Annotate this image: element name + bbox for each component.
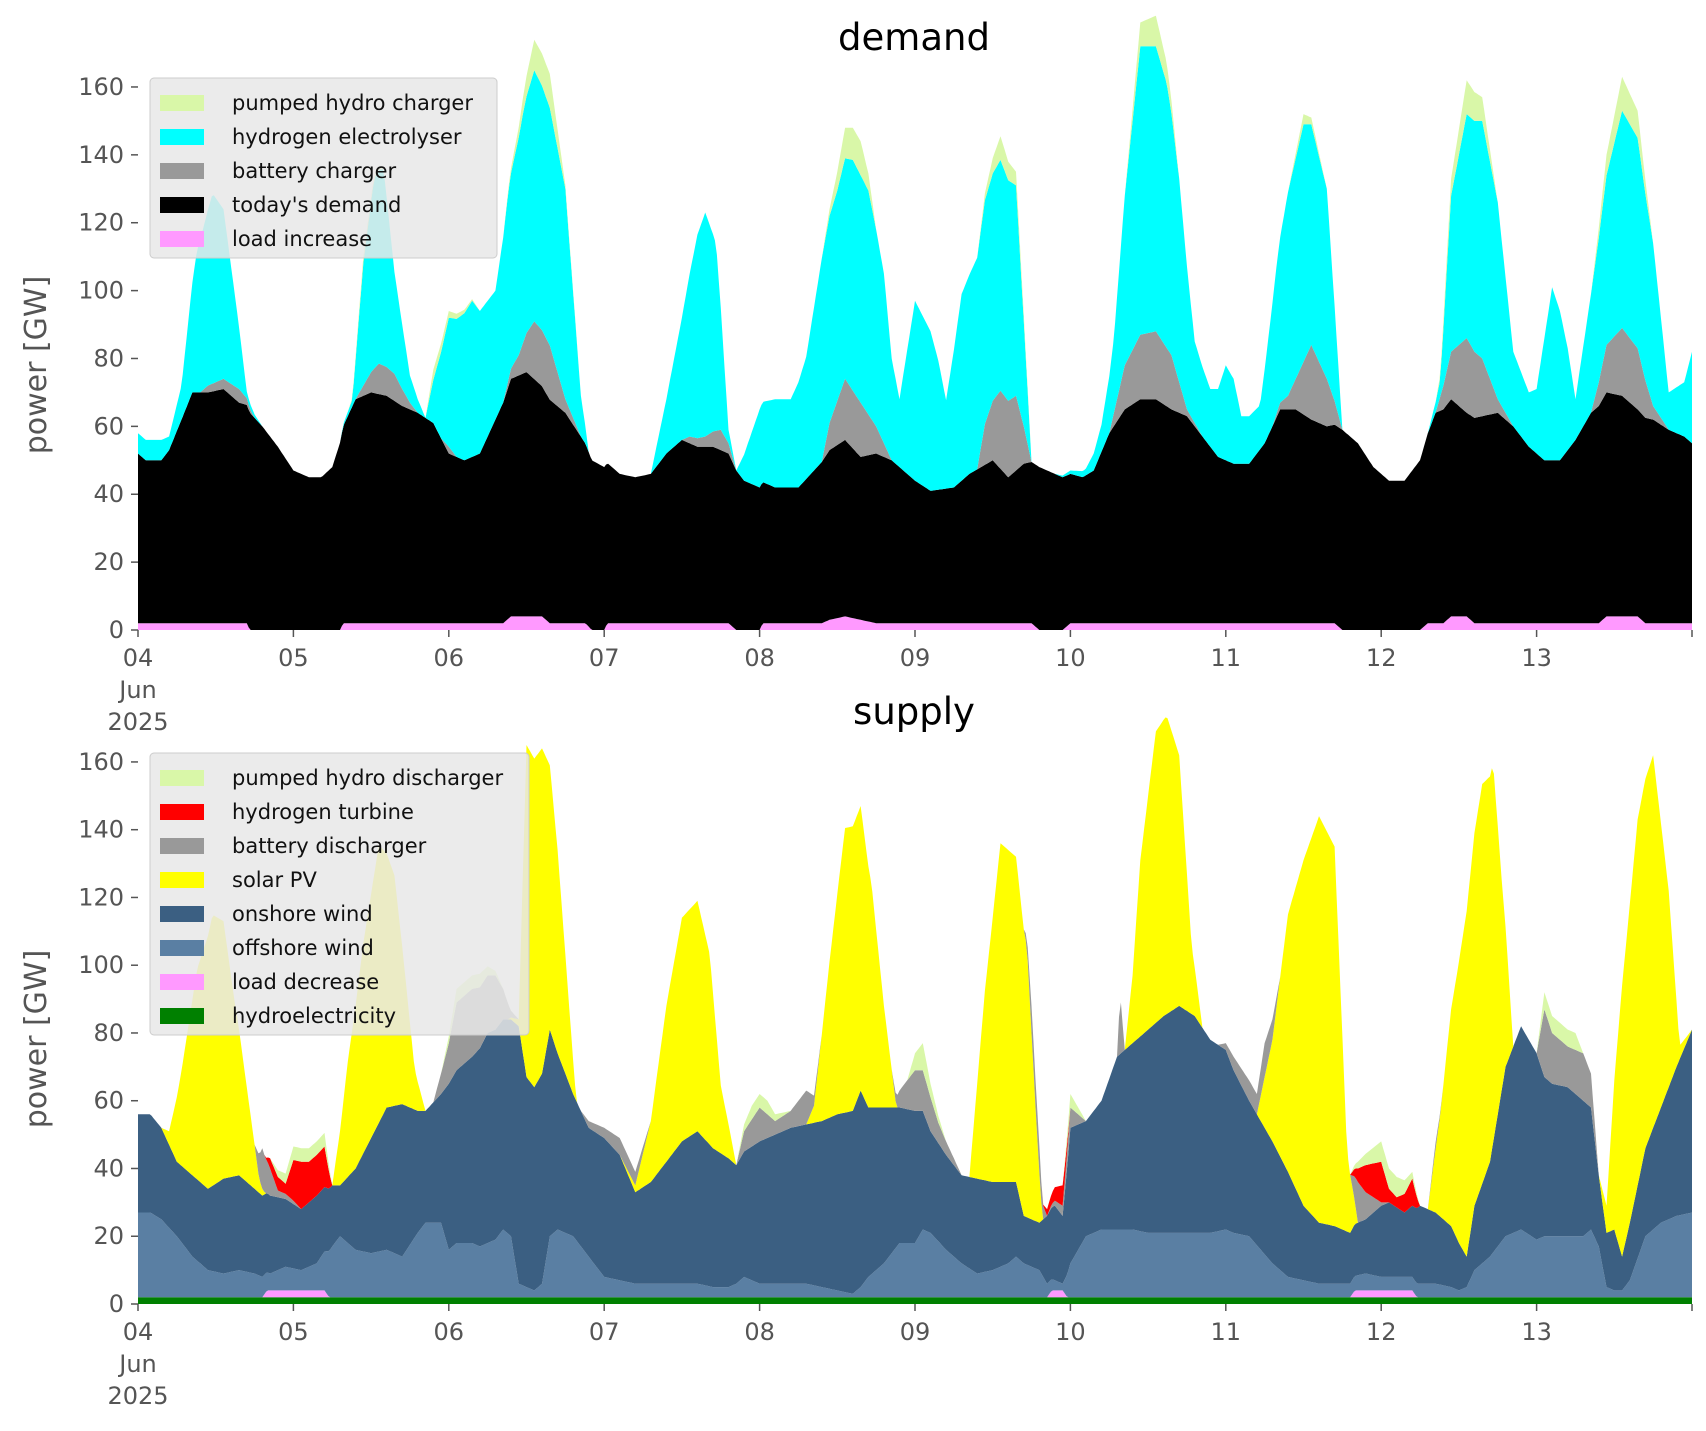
chart-title: supply <box>853 690 975 733</box>
x-tick-label: 08 <box>744 1318 775 1346</box>
legend-swatch <box>160 804 204 820</box>
x-tick-label: Jun <box>117 1350 157 1378</box>
y-tick-label: 40 <box>93 480 124 508</box>
y-axis-label: power [GW] <box>19 276 54 455</box>
x-tick-label: 08 <box>744 644 775 672</box>
x-tick-label: 04 <box>123 1318 154 1346</box>
legend-label: pumped hydro discharger <box>232 766 503 790</box>
y-tick-label: 80 <box>93 344 124 372</box>
x-tick-label: 07 <box>589 1318 620 1346</box>
y-tick-label: 100 <box>78 951 124 979</box>
y-tick-label: 60 <box>93 412 124 440</box>
legend-swatch <box>160 231 204 247</box>
legend-label: solar PV <box>232 868 317 892</box>
legend-label: pumped hydro charger <box>232 91 473 115</box>
axes-group: 0 20 40 60 80 100 120 140 160 04 Jun 2025 05 06 07 08 09… <box>78 73 1693 736</box>
legend-swatch <box>160 197 204 213</box>
legend-label: hydroelectricity <box>232 1004 396 1028</box>
legend-label: onshore wind <box>232 902 373 926</box>
x-tick-label: 06 <box>434 1318 465 1346</box>
x-tick-label: 06 <box>434 644 465 672</box>
area-battery-charger <box>138 321 1692 491</box>
legend-label: load increase <box>232 227 372 251</box>
legend-swatch <box>160 974 204 990</box>
legend: pumped hydro charger hydrogen electrolyse… <box>149 77 498 259</box>
supply-panel: supply power [GW] 0204060801001201401600… <box>19 690 1693 1410</box>
y-tick-label: 160 <box>78 748 124 776</box>
y-tick-label: 100 <box>78 277 124 305</box>
x-tick-label: 11 <box>1211 644 1242 672</box>
y-tick-label: 140 <box>78 141 124 169</box>
area-onshore-wind <box>138 1005 1692 1294</box>
legend-swatch <box>160 163 204 179</box>
x-tick-label: 05 <box>278 1318 309 1346</box>
x-tick-label: 13 <box>1521 1318 1552 1346</box>
x-tick-label: 12 <box>1366 644 1397 672</box>
area-pumped-hydro-discharger <box>138 717 1692 1210</box>
legend-box <box>149 752 530 1036</box>
y-tick-label: 80 <box>93 1019 124 1047</box>
area-offshore-wind <box>138 1212 1692 1298</box>
legend-swatch <box>160 129 204 145</box>
y-tick-label: 120 <box>78 883 124 911</box>
x-tick-label: 09 <box>900 1318 931 1346</box>
y-tick-label: 40 <box>93 1154 124 1182</box>
legend-label: load decrease <box>232 970 379 994</box>
legend-swatch <box>160 770 204 786</box>
x-tick-label: 11 <box>1211 1318 1242 1346</box>
area-hydrogen-electrolyser <box>138 46 1692 491</box>
legend-swatch <box>160 906 204 922</box>
area-series-group <box>138 15 1692 630</box>
legend-label: hydrogen turbine <box>232 800 414 824</box>
area-today-s-demand <box>138 372 1692 630</box>
x-tick-label: 10 <box>1055 1318 1086 1346</box>
y-tick-label: 0 <box>109 1290 124 1318</box>
x-tick-label: 04 <box>123 644 154 672</box>
x-tick-label: 09 <box>900 644 931 672</box>
legend-swatch <box>160 838 204 854</box>
x-tick-label: Jun <box>117 676 157 704</box>
x-tick-label: 10 <box>1055 644 1086 672</box>
legend-swatch <box>160 872 204 888</box>
y-axis-label: power [GW] <box>19 950 54 1129</box>
x-tick-label: 12 <box>1366 1318 1397 1346</box>
y-tick-label: 60 <box>93 1087 124 1115</box>
y-tick-label: 0 <box>109 616 124 644</box>
legend-swatch <box>160 1008 204 1024</box>
x-tick-label: 13 <box>1521 644 1552 672</box>
legend-label: battery discharger <box>232 834 427 858</box>
chart-title: demand <box>838 16 990 59</box>
legend-swatch <box>160 940 204 956</box>
x-tick-label: 07 <box>589 644 620 672</box>
legend: pumped hydro discharger hydrogen turbine b… <box>149 752 530 1036</box>
x-tick-label: 05 <box>278 644 309 672</box>
area-load-decrease <box>138 1290 1692 1298</box>
demand-panel: demand power [GW] 0204060801001201401600… <box>19 15 1693 736</box>
x-tick-label: 2025 <box>107 1382 168 1410</box>
legend-label: offshore wind <box>232 936 374 960</box>
area-hydroelectricity <box>138 1297 1692 1304</box>
legend-label: hydrogen electrolyser <box>232 125 462 149</box>
y-tick-label: 20 <box>93 1222 124 1250</box>
axes-group: 0 20 40 60 80 100 120 140 160 04 Jun 2025 05 06 07 08 09… <box>78 748 1693 1410</box>
legend-label: battery charger <box>232 159 397 183</box>
y-tick-label: 120 <box>78 209 124 237</box>
legend-swatch <box>160 95 204 111</box>
y-tick-label: 160 <box>78 73 124 101</box>
y-tick-label: 140 <box>78 816 124 844</box>
x-tick-label: 2025 <box>107 708 168 736</box>
legend-box <box>149 77 498 259</box>
area-hydrogen-turbine <box>138 717 1692 1216</box>
y-tick-label: 20 <box>93 548 124 576</box>
legend-label: today's demand <box>232 193 401 217</box>
